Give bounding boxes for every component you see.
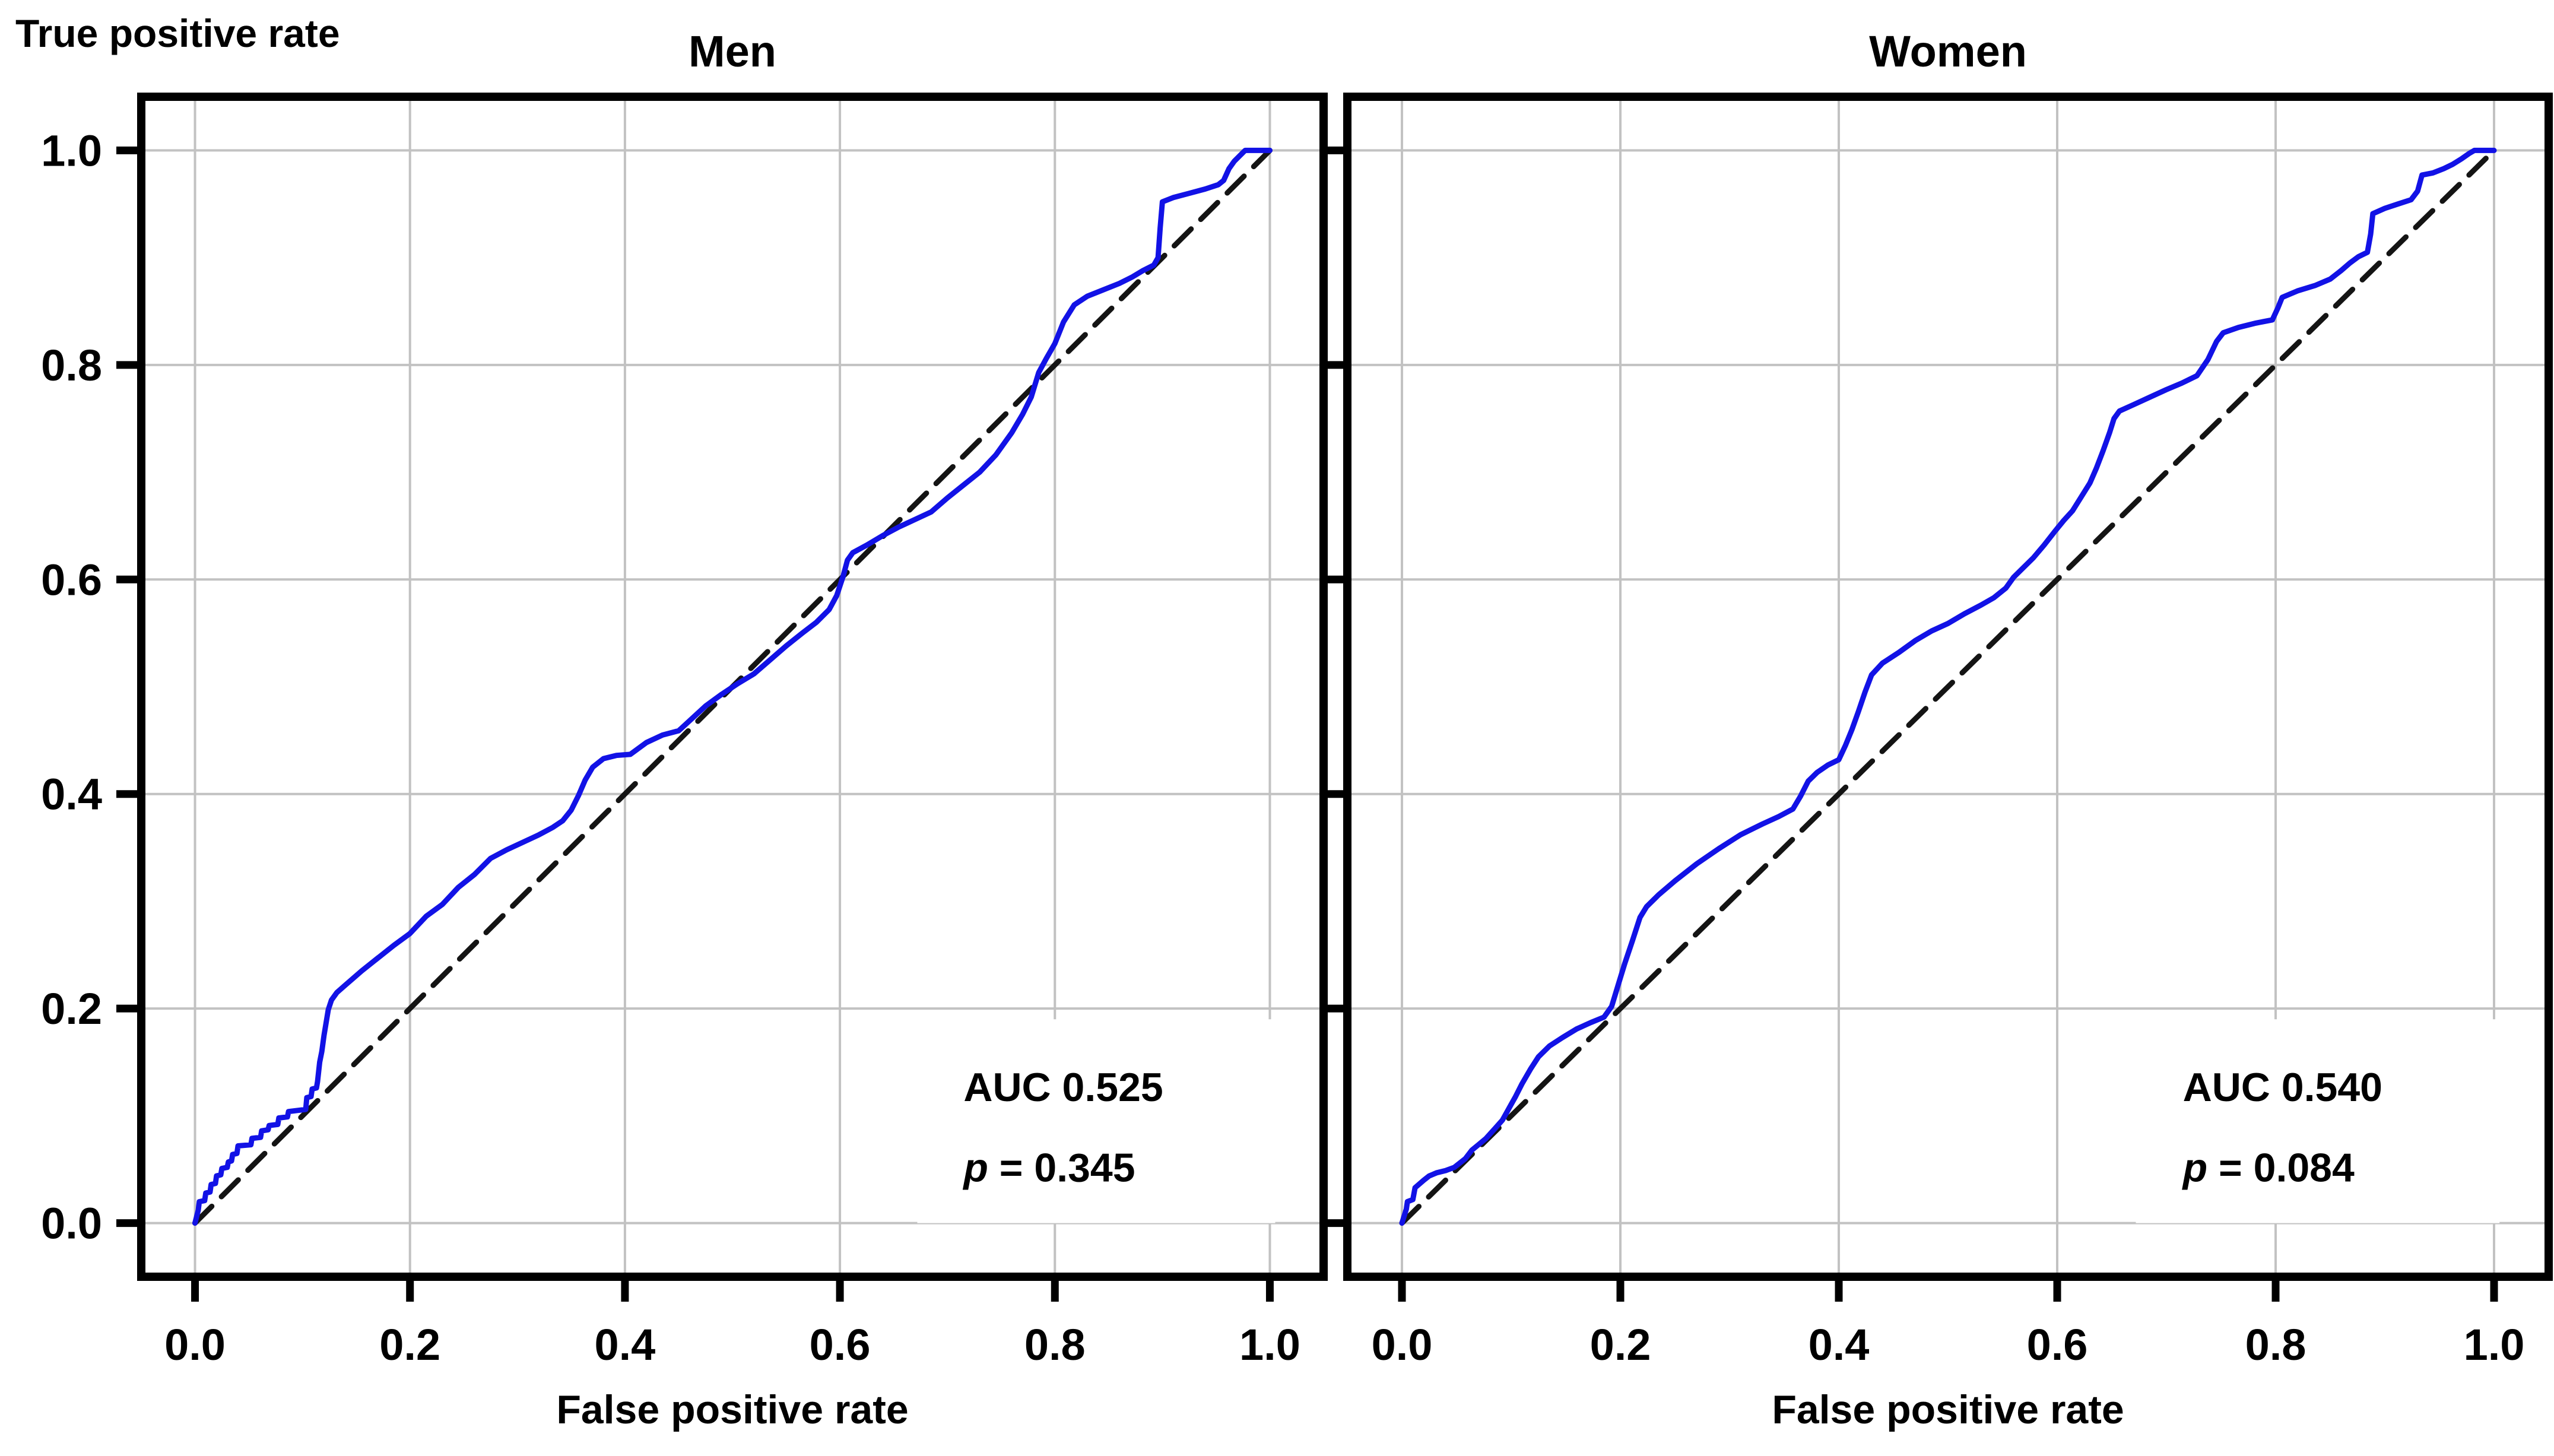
y-tick-label: 0.8: [41, 341, 102, 390]
x-tick-label: 0.8: [1024, 1320, 1086, 1369]
roc-curve: [192, 147, 1273, 1226]
x-tick-label: 0.6: [810, 1320, 871, 1369]
x-tick-label: 0.8: [2245, 1320, 2306, 1369]
panel-title-men: Men: [689, 27, 776, 76]
x-axis-label-women: False positive rate: [1772, 1387, 2124, 1432]
y-axis-label: True positive rate: [15, 11, 340, 55]
roc-plot-men: 0.0 0.2 0.4 0.6 0.8 1.0 0.0 0.2 0.4 0.6 0.8 1.0 AUC …: [41, 93, 1328, 1369]
x-tick-labels: 0.0 0.2 0.4 0.6 0.8 1.0: [164, 1320, 1300, 1369]
roc-plot-women: 0.0 0.2 0.4 0.6 0.8 1.0 AUC 0.540 p = 0.084: [1322, 93, 2553, 1369]
plot-frame: [1343, 93, 2553, 1281]
roc-curve: [1399, 147, 2497, 1226]
x-axis-label-men: False positive rate: [556, 1387, 909, 1432]
x-tick-label: 0.0: [1372, 1320, 1433, 1369]
x-tick-label: 0.6: [2027, 1320, 2088, 1369]
x-tick-label: 1.0: [2464, 1320, 2525, 1369]
x-tick-label: 0.2: [1590, 1320, 1651, 1369]
x-tick-label: 0.2: [379, 1320, 440, 1369]
auc-annotation: AUC 0.525: [963, 1065, 1163, 1110]
y-tick-label: 0.6: [41, 555, 102, 604]
annotation-background: [2136, 1019, 2500, 1223]
y-tick-label: 0.0: [41, 1199, 102, 1248]
x-tick-label: 0.4: [1809, 1320, 1870, 1369]
y-tick-label: 0.2: [41, 984, 102, 1033]
p-value-annotation: p = 0.084: [2182, 1146, 2355, 1191]
p-value-annotation: p = 0.345: [962, 1146, 1135, 1191]
y-tick-labels: 0.0 0.2 0.4 0.6 0.8 1.0: [41, 126, 102, 1248]
x-tick-label: 0.0: [164, 1320, 226, 1369]
x-tick-label: 1.0: [1239, 1320, 1300, 1369]
chance-diagonal: [1399, 147, 2497, 1226]
x-tick-label: 0.4: [594, 1320, 655, 1369]
auc-annotation: AUC 0.540: [2183, 1065, 2382, 1110]
x-tick-labels: 0.0 0.2 0.4 0.6 0.8 1.0: [1372, 1320, 2525, 1369]
y-tick-label: 1.0: [41, 126, 102, 175]
grid: [141, 97, 1324, 1277]
y-tick-label: 0.4: [41, 770, 102, 819]
plot-frame: [137, 93, 1328, 1281]
annotation-background: [917, 1019, 1276, 1223]
panel-title-women: Women: [1869, 27, 2027, 76]
